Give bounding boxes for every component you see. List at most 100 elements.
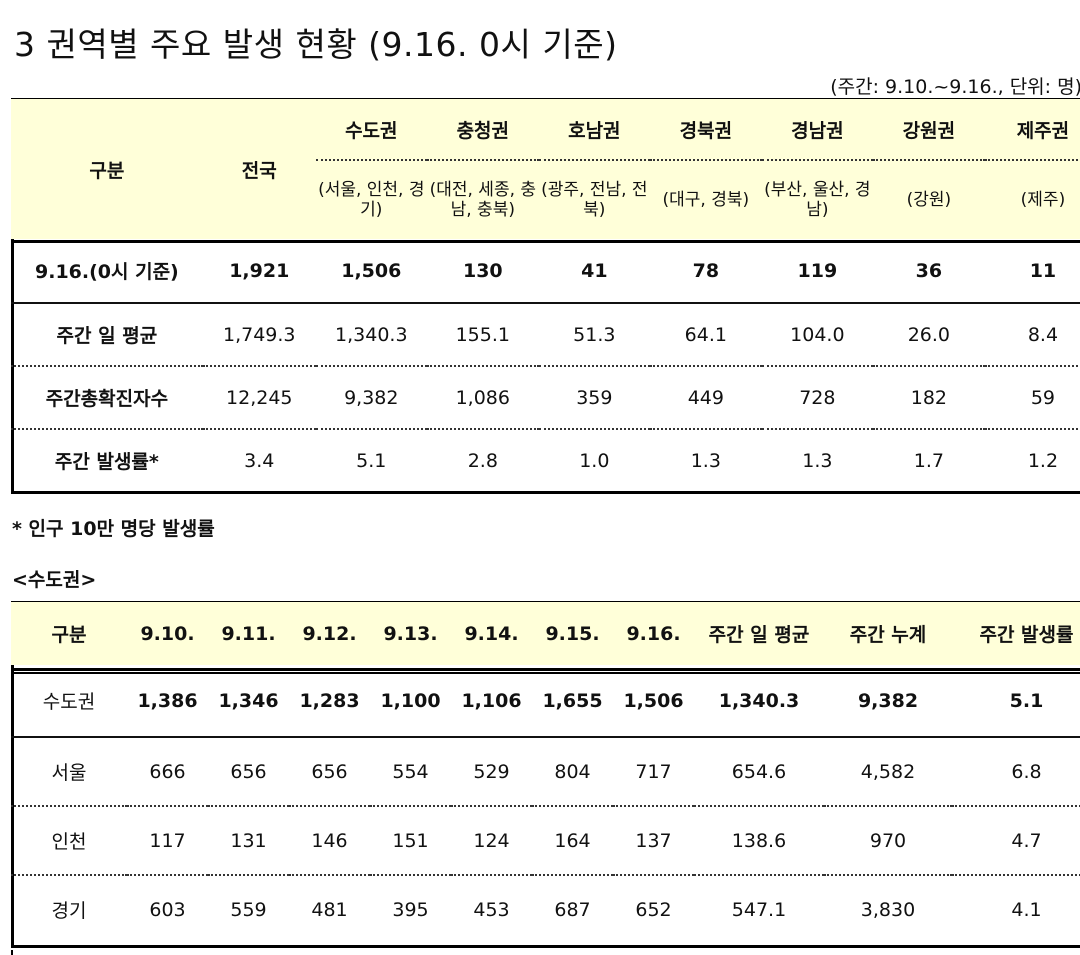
- cell: 1,386: [137, 689, 198, 712]
- cell: 131: [208, 805, 289, 875]
- cell: 1.7: [872, 428, 985, 491]
- cell: 8.4: [984, 302, 1080, 366]
- header-region: 수도권: [315, 99, 427, 161]
- row-label: 주간 일 평균: [11, 302, 203, 366]
- cell: 130: [462, 259, 503, 282]
- cell: 9,382: [315, 365, 427, 429]
- table-row: 수도권 1,386 1,346 1,283 1,100 1,106 1,655 …: [11, 665, 1080, 737]
- cell: 652: [613, 874, 694, 943]
- header-cell: 구분: [11, 602, 127, 665]
- header-cell: 주간 누계: [824, 602, 952, 665]
- header-region-sub: (강원): [906, 190, 952, 210]
- table2-header-border-1: [11, 668, 1080, 671]
- header-category: 구분: [89, 159, 125, 182]
- cell: 728: [761, 365, 873, 429]
- cell: 1,346: [218, 689, 279, 712]
- table-row: 인천 117 131 146 151 124 164 137 138.6 970…: [11, 805, 1080, 875]
- table1-bottom-border: [11, 491, 1080, 494]
- cell: 155.1: [426, 302, 539, 366]
- cell: 559: [208, 874, 289, 943]
- cell: 41: [581, 259, 608, 282]
- page-title: 3 권역별 주요 발생 현황 (9.16. 0시 기준): [14, 25, 618, 64]
- subsection-title: <수도권>: [12, 569, 97, 591]
- cell: 1,749.3: [202, 302, 316, 366]
- header-region: 제주권: [984, 99, 1080, 161]
- cell: 11: [1029, 259, 1057, 282]
- row-label: 인천: [11, 805, 127, 875]
- cell: 666: [127, 736, 208, 806]
- header-region-sub: (광주, 전남, 전북): [541, 180, 648, 220]
- cell: 554: [370, 736, 451, 806]
- row-label: 경기: [11, 874, 127, 943]
- cell: 654.6: [694, 736, 824, 806]
- table-row: 서울 666 656 656 554 529 804 717 654.6 4,5…: [11, 736, 1080, 806]
- cell: 5.1: [315, 428, 427, 491]
- cell: 1,106: [461, 689, 522, 712]
- cell: 1,655: [542, 689, 603, 712]
- cell: 151: [370, 805, 451, 875]
- cell: 529: [451, 736, 532, 806]
- header-region: 경북권: [649, 99, 762, 161]
- header-cell: 9.12.: [289, 602, 370, 665]
- header-cell: 9.14.: [451, 602, 532, 665]
- header-region-sub: (제주): [1020, 190, 1066, 210]
- cell: 2.8: [426, 428, 539, 491]
- table-row: 주간 발생률* 3.4 5.1 2.8 1.0 1.3 1.3 1.7 1.2: [11, 428, 1080, 491]
- cell: 4,582: [824, 736, 952, 806]
- cell: 146: [289, 805, 370, 875]
- cell: 1.2: [984, 428, 1080, 491]
- cell: 164: [532, 805, 613, 875]
- header-cell: 9.11.: [208, 602, 289, 665]
- page-edge-mark: [11, 950, 13, 955]
- cell: 104.0: [761, 302, 873, 366]
- table-row: 9.16.(0시 기준) 1,921 1,506 130 41 78 119 3…: [11, 239, 1080, 303]
- cell: 547.1: [694, 874, 824, 943]
- table-header-row: 구분 9.10. 9.11. 9.12. 9.13. 9.14. 9.15. 9…: [11, 602, 1080, 665]
- table1-left-border: [11, 98, 14, 494]
- header-nation: 전국: [241, 159, 277, 182]
- unit-note: (주간: 9.10.~9.16., 단위: 명): [830, 76, 1080, 98]
- cell: 3,830: [824, 874, 952, 943]
- cell: 970: [824, 805, 952, 875]
- cell: 51.3: [538, 302, 650, 366]
- cell: 1,340.3: [718, 689, 800, 712]
- header-region: 충청권: [426, 99, 539, 161]
- cell: 124: [451, 805, 532, 875]
- cell: 395: [370, 874, 451, 943]
- cell: 656: [289, 736, 370, 806]
- cell: 5.1: [1009, 689, 1044, 712]
- cell: 4.1: [952, 874, 1080, 943]
- table-row: 경기 603 559 481 395 453 687 652 547.1 3,8…: [11, 874, 1080, 943]
- cell: 59: [984, 365, 1080, 429]
- cell: 453: [451, 874, 532, 943]
- cell: 1,921: [229, 259, 290, 282]
- header-region: 호남권: [538, 99, 650, 161]
- cell: 1.3: [761, 428, 873, 491]
- cell: 481: [289, 874, 370, 943]
- cell: 137: [613, 805, 694, 875]
- header-region-sub: (부산, 울산, 경남): [764, 180, 871, 220]
- cell: 804: [532, 736, 613, 806]
- cell: 1,506: [623, 689, 684, 712]
- regional-summary-table: 구분 전국 수도권 충청권 호남권 경북권 경남권 강원권 제주권 (서울, 인…: [11, 99, 1080, 491]
- cell: 12,245: [202, 365, 316, 429]
- cell: 117: [127, 805, 208, 875]
- row-label: 수도권: [42, 691, 96, 713]
- capital-region-table: 구분 9.10. 9.11. 9.12. 9.13. 9.14. 9.15. 9…: [11, 602, 1080, 943]
- cell: 36: [915, 259, 943, 282]
- cell: 78: [692, 259, 720, 282]
- row-label: 주간총확진자수: [11, 365, 203, 429]
- table-row: 주간 일 평균 1,749.3 1,340.3 155.1 51.3 64.1 …: [11, 302, 1080, 366]
- cell: 3.4: [202, 428, 316, 491]
- cell: 1,340.3: [315, 302, 427, 366]
- table2-header-border-2: [11, 672, 1080, 674]
- cell: 1,283: [299, 689, 360, 712]
- cell: 1.3: [649, 428, 762, 491]
- row-label: 서울: [11, 736, 127, 806]
- cell: 449: [649, 365, 762, 429]
- cell: 182: [872, 365, 985, 429]
- cell: 359: [538, 365, 650, 429]
- header-region: 강원권: [872, 99, 985, 161]
- header-cell: 9.15.: [532, 602, 613, 665]
- cell: 1,506: [341, 259, 402, 282]
